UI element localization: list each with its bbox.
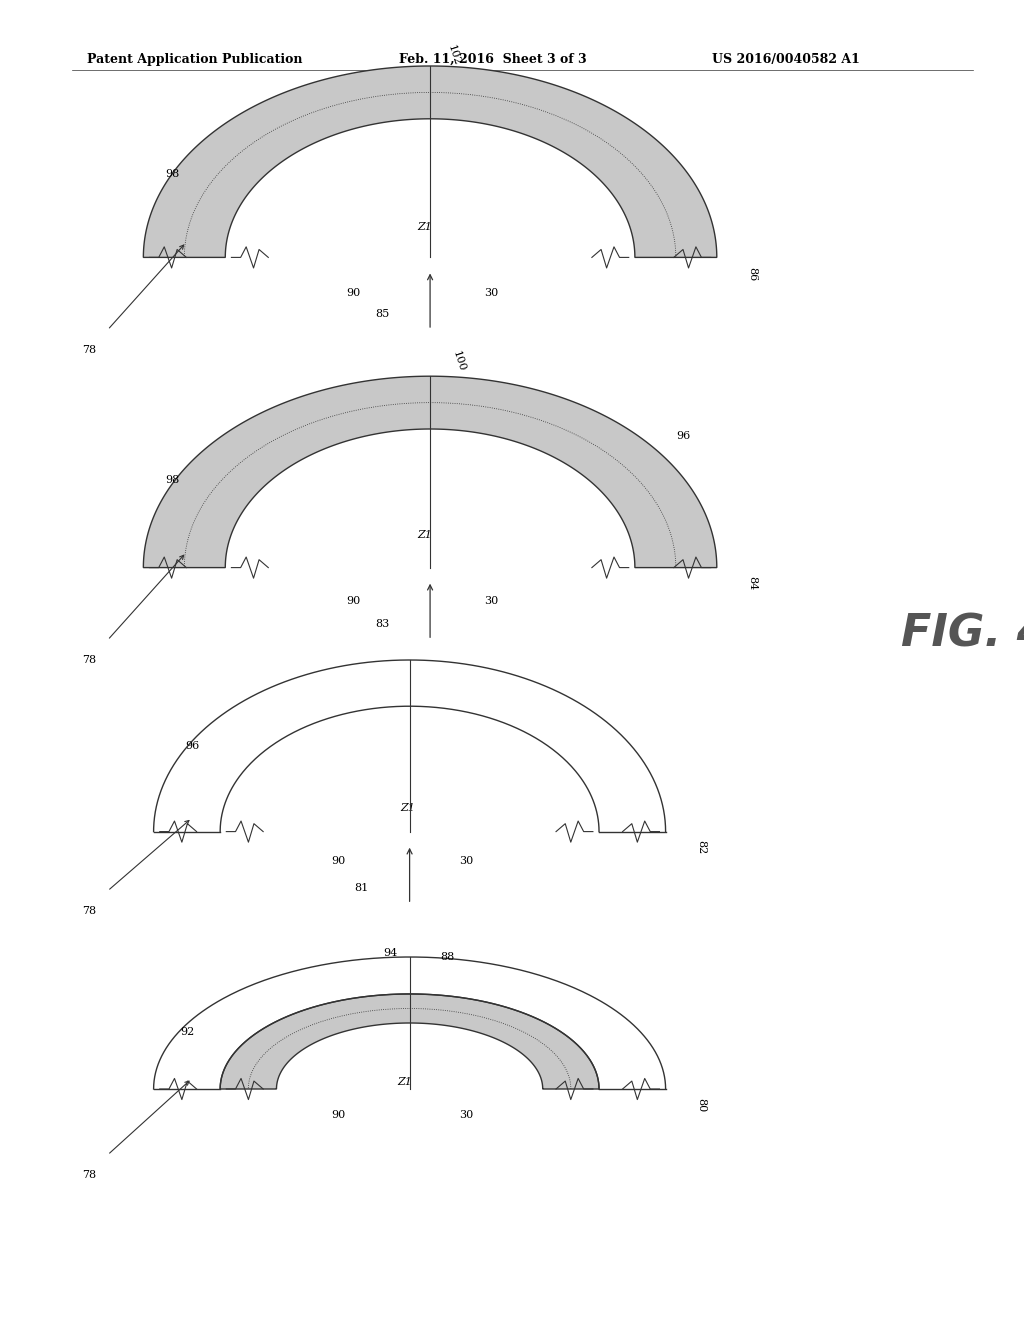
Polygon shape	[143, 376, 717, 568]
Text: Z1: Z1	[418, 529, 432, 540]
Text: 85: 85	[375, 309, 389, 319]
Text: Z1: Z1	[397, 1077, 412, 1088]
Text: 96: 96	[676, 430, 690, 441]
Text: 90: 90	[331, 855, 345, 866]
Polygon shape	[220, 994, 599, 1089]
Polygon shape	[143, 66, 717, 257]
Text: 78: 78	[82, 655, 96, 665]
Text: 30: 30	[484, 288, 499, 298]
Text: 88: 88	[440, 952, 455, 962]
Text: 30: 30	[459, 855, 473, 866]
Text: Z1: Z1	[418, 222, 432, 232]
Text: 84: 84	[748, 577, 758, 590]
Text: 30: 30	[459, 1110, 473, 1121]
Text: Z1: Z1	[400, 803, 415, 813]
Text: US 2016/0040582 A1: US 2016/0040582 A1	[712, 53, 859, 66]
Text: FIG. 4: FIG. 4	[901, 612, 1024, 655]
Text: 78: 78	[82, 345, 96, 355]
Text: 92: 92	[180, 1027, 195, 1038]
Text: 81: 81	[354, 883, 369, 894]
Text: 98: 98	[165, 475, 179, 486]
Text: 78: 78	[82, 1170, 96, 1180]
Text: 78: 78	[82, 906, 96, 916]
Text: Feb. 11, 2016  Sheet 3 of 3: Feb. 11, 2016 Sheet 3 of 3	[399, 53, 587, 66]
Text: 90: 90	[346, 595, 360, 606]
Text: 30: 30	[484, 595, 499, 606]
Text: 80: 80	[696, 1098, 707, 1111]
Text: 98: 98	[165, 169, 179, 180]
Text: 96: 96	[185, 741, 200, 751]
Text: 94: 94	[383, 948, 397, 958]
Text: Patent Application Publication: Patent Application Publication	[87, 53, 302, 66]
Text: 90: 90	[331, 1110, 345, 1121]
Text: 90: 90	[346, 288, 360, 298]
Text: 102: 102	[445, 44, 462, 67]
Text: 82: 82	[696, 841, 707, 854]
Text: 86: 86	[748, 268, 758, 281]
Text: 83: 83	[375, 619, 389, 630]
Text: 100: 100	[451, 350, 467, 374]
